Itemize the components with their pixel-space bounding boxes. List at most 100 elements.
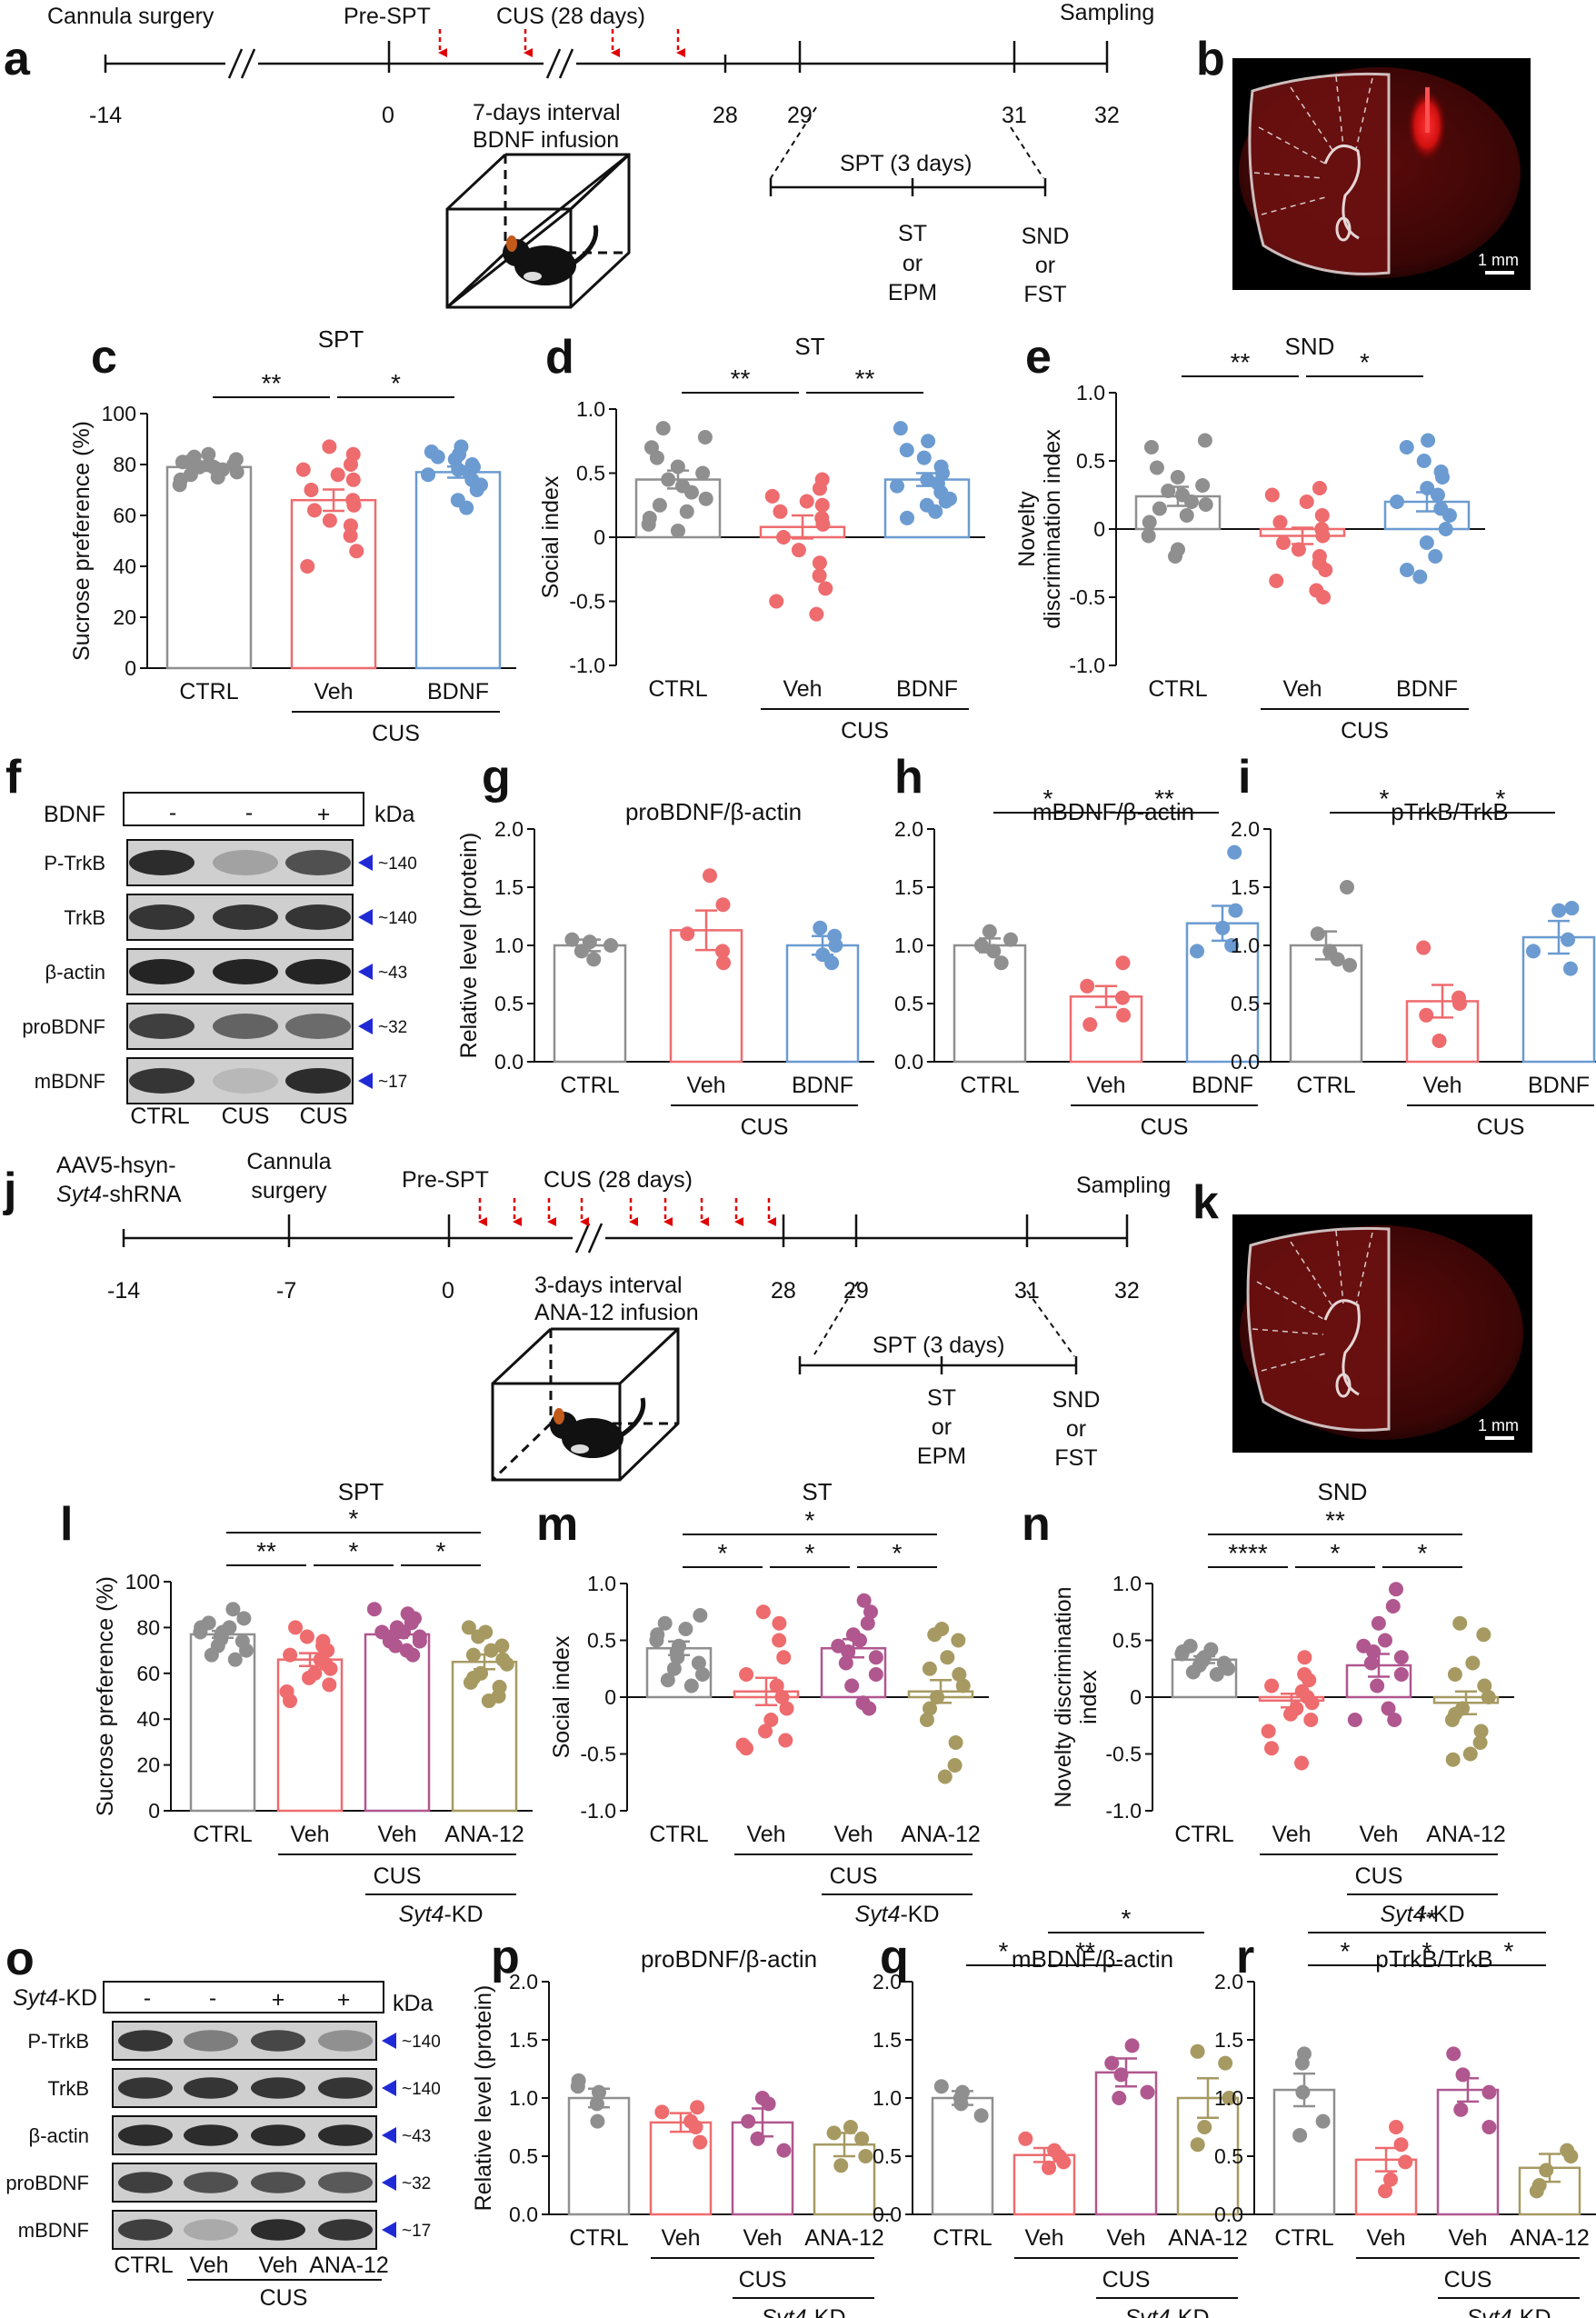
data-point bbox=[1269, 574, 1284, 588]
wb-band bbox=[285, 904, 351, 930]
y-tick-label: 1.5 bbox=[894, 875, 923, 899]
chart-title: proBDNF/β-actin bbox=[625, 798, 802, 825]
zoom-line bbox=[1010, 126, 1044, 179]
group-label: CUS bbox=[1444, 2267, 1492, 2293]
x-tick-label: Veh bbox=[1086, 1073, 1125, 1098]
sig-label: ** bbox=[256, 1537, 276, 1565]
panel-a-timeline: a Cannula surgery Pre-SPT CUS (28 days) … bbox=[4, 0, 1154, 309]
wb-row: proBDNF ~32 bbox=[22, 1003, 407, 1050]
chart-d: ST -1.0 -0.5 0 0.5 1.0 Social index CTRL Veh BDNF… bbox=[538, 333, 985, 744]
data-point bbox=[236, 1611, 252, 1626]
data-point bbox=[349, 544, 364, 559]
data-point bbox=[1104, 2055, 1120, 2071]
data-point bbox=[1383, 2172, 1399, 2187]
data-point bbox=[715, 897, 731, 913]
y-tick-label: 2.0 bbox=[894, 817, 923, 841]
data-point bbox=[763, 1713, 779, 1727]
data-point bbox=[343, 528, 358, 544]
y-tick-label: 2.0 bbox=[1231, 817, 1260, 841]
wb-row: TrkB ~140 bbox=[47, 2068, 441, 2108]
data-point bbox=[1371, 1615, 1386, 1631]
y-tick-label: 1.0 bbox=[509, 2086, 538, 2110]
data-point bbox=[1393, 1667, 1409, 1682]
label-shrna: -shRNA bbox=[102, 1182, 182, 1207]
data-point bbox=[1564, 901, 1580, 916]
data-point bbox=[772, 1615, 787, 1631]
y-tick-label: -1.0 bbox=[580, 1799, 616, 1823]
y-tick-label: 0 bbox=[148, 1799, 160, 1823]
wb-lane-label: CUS bbox=[300, 1104, 348, 1129]
data-point bbox=[1370, 1678, 1385, 1694]
data-point bbox=[1297, 1650, 1312, 1665]
sig-label: * bbox=[1380, 784, 1390, 813]
group-label-syt4: Syt4 bbox=[1466, 2305, 1511, 2318]
data-point bbox=[1190, 944, 1205, 959]
y-tick-label: -0.5 bbox=[1069, 585, 1105, 609]
wb-band bbox=[184, 2030, 238, 2052]
data-point bbox=[430, 449, 445, 465]
wb-band bbox=[285, 959, 351, 984]
label-or: or bbox=[1066, 1416, 1086, 1442]
data-point bbox=[916, 450, 932, 465]
sig-label: * bbox=[349, 1537, 359, 1565]
data-point bbox=[589, 2096, 604, 2112]
chart-layer: SPT 0 20 40 60 80 100 Sucrose preference (%) CTR… bbox=[69, 325, 1596, 2318]
y-tick-label: 1.5 bbox=[494, 875, 524, 899]
x-tick-label: Veh bbox=[1282, 676, 1322, 702]
wb-protein-label: proBDNF bbox=[22, 1015, 105, 1038]
data-point bbox=[755, 1604, 771, 1620]
tick-label: 0 bbox=[442, 1278, 454, 1304]
panel-j-timeline: j AAV5-hsyn- Syt4-shRNA Cannula surgery … bbox=[3, 1149, 1171, 1482]
label-infusion: BDNF infusion bbox=[473, 127, 619, 153]
data-point bbox=[1302, 1673, 1317, 1688]
data-point bbox=[193, 1624, 208, 1640]
data-point bbox=[1400, 563, 1415, 577]
data-point bbox=[670, 523, 685, 538]
data-point bbox=[833, 2158, 849, 2173]
data-point bbox=[1421, 433, 1436, 448]
data-point bbox=[1170, 470, 1185, 485]
x-tick-label: ANA-12 bbox=[804, 2225, 884, 2251]
data-point bbox=[1399, 440, 1414, 455]
y-tick-label: 2.0 bbox=[509, 1970, 538, 1993]
y-axis-label: Sucrose preference (%) bbox=[93, 1576, 118, 1816]
tick-label: -14 bbox=[89, 103, 122, 128]
y-tick-label: 1.0 bbox=[494, 934, 524, 957]
data-point bbox=[1294, 2055, 1310, 2071]
data-point bbox=[288, 1620, 304, 1635]
panel-o-western: o Syt4-KD - - + + kDa P-TrkB ~140 TrkB ~140… bbox=[5, 1933, 441, 2311]
data-point bbox=[697, 430, 713, 445]
group-label-kd: -KD bbox=[1425, 1902, 1464, 1927]
sig-label: ** bbox=[1325, 1506, 1345, 1534]
data-point bbox=[564, 932, 580, 947]
data-point bbox=[300, 559, 315, 574]
label-spt-3-days: SPT (3 days) bbox=[873, 1333, 1004, 1358]
y-tick-label: 0 bbox=[1093, 517, 1105, 541]
panel-letter-e: e bbox=[1025, 331, 1052, 384]
data-point bbox=[343, 457, 358, 472]
data-point bbox=[1366, 1644, 1382, 1659]
data-point bbox=[769, 594, 784, 609]
y-axis-label: Novelty discrimination bbox=[1051, 1586, 1076, 1807]
y-tick-label: 0.0 bbox=[1214, 2203, 1243, 2226]
data-point bbox=[1455, 2067, 1471, 2083]
data-point bbox=[1283, 1706, 1299, 1722]
data-point bbox=[1142, 515, 1157, 530]
sig-label: * bbox=[1504, 1937, 1514, 1965]
data-point bbox=[670, 1650, 685, 1665]
data-point bbox=[940, 1650, 955, 1665]
panel-letter-m: m bbox=[536, 1498, 578, 1551]
data-point bbox=[1185, 1664, 1201, 1680]
data-point bbox=[814, 497, 830, 513]
panel-letter-i: i bbox=[1238, 751, 1251, 804]
data-point bbox=[1481, 2120, 1497, 2134]
y-tick-label: 20 bbox=[113, 605, 136, 629]
data-point bbox=[890, 478, 905, 494]
data-point bbox=[1340, 880, 1355, 894]
data-point bbox=[1209, 1667, 1224, 1682]
data-point bbox=[494, 1638, 510, 1654]
y-tick-label: 40 bbox=[136, 1707, 160, 1731]
group-label: Syt4-KD bbox=[1124, 2305, 1209, 2318]
group-label-syt4: Syt4 bbox=[1380, 1902, 1425, 1927]
label-aav: AAV5-hsyn- bbox=[56, 1153, 176, 1178]
